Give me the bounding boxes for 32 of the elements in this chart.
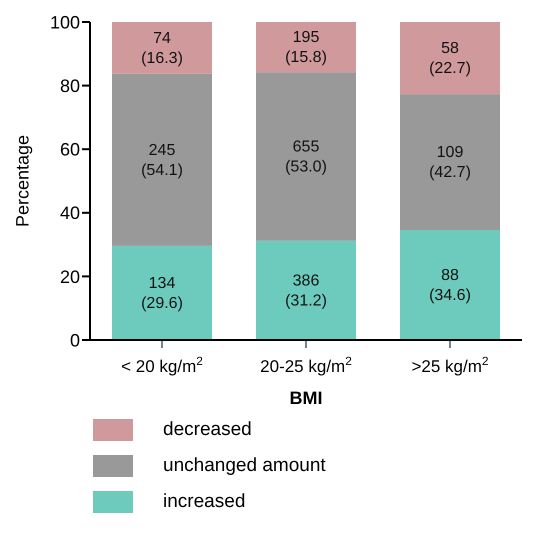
x-tick-label: 20-25 kg/m$^{2}$ [260,354,352,376]
y-tick-label: 0 [70,330,80,350]
y-tick-label: 60 [60,140,80,160]
data-label: 655 (53.0) [285,138,327,176]
y-tick-label: 20 [60,266,80,287]
bar [112,22,212,74]
legend-label: unchanged amount [163,455,326,477]
y-axis-title: Percentage [12,134,32,228]
data-label: 134 (29.6) [141,274,183,312]
y-tick-label: 80 [60,76,80,96]
x-tick-label: >25 kg/m$^{2}$ [411,354,489,376]
bar [112,246,212,340]
bar [400,230,500,340]
y-tick-label: 40 [60,203,80,224]
bar [112,74,212,246]
bar [400,94,500,230]
data-label: 195 (15.8) [285,28,327,66]
data-label: 109 (42.7) [429,144,471,181]
data-label: 58 (22.7) [429,40,471,77]
x-tick-label: < 20 kg/m$^{2}$ [121,354,204,376]
legend-label: decreased [163,419,252,441]
x-axis-title: BMI [290,388,322,408]
data-label: 245 (54.1) [141,141,183,178]
data-label: 88 (34.6) [429,266,471,304]
data-label: 386 (31.2) [285,272,327,309]
data-label: 74 (16.3) [141,29,183,66]
bar [256,72,356,241]
bar [400,22,500,94]
y-tick-label: 100 [50,12,80,32]
legend-label: increased [163,491,246,513]
bar [256,22,356,72]
bar [256,240,356,340]
